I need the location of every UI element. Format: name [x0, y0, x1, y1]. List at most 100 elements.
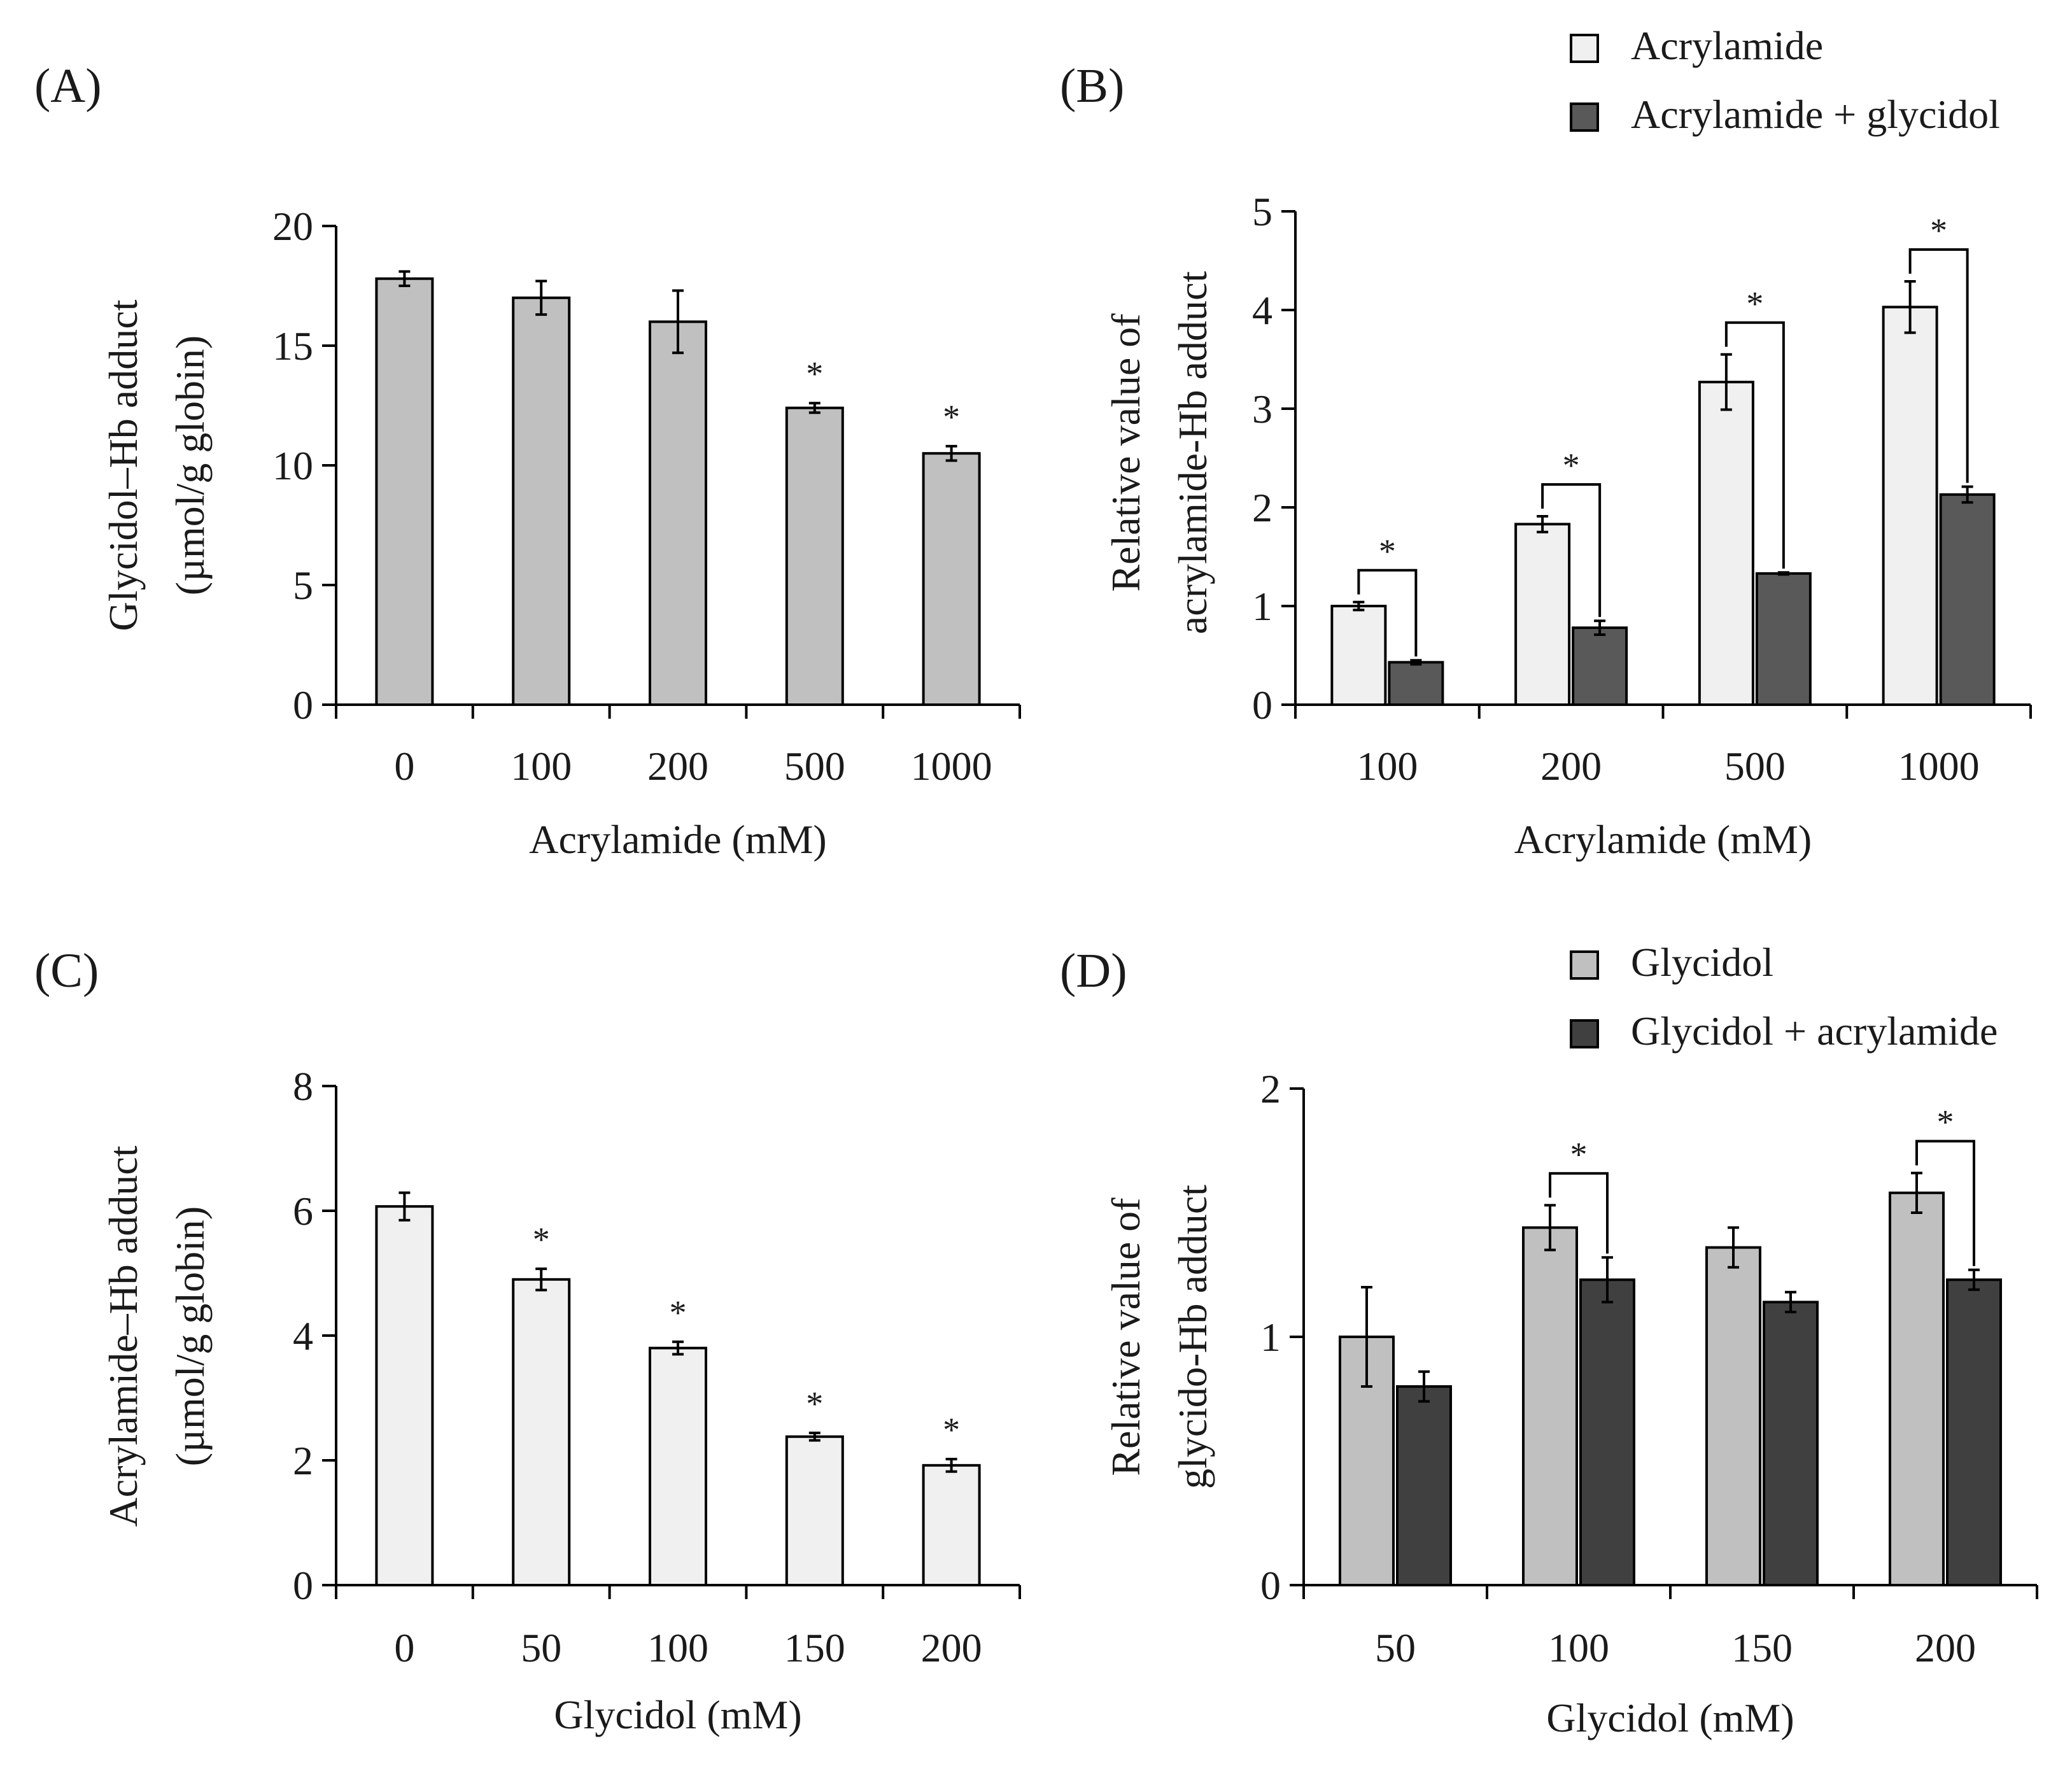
significance-star: * — [943, 398, 960, 436]
panel-b: (B) 0 1 2 3 4 5 100 200 500 1000 Acrylamide (mM) Rel… — [1060, 23, 2032, 862]
y-tick-label: 1 — [1252, 584, 1272, 629]
y-tick-label: 10 — [272, 443, 313, 488]
x-tick-label: 1000 — [1898, 744, 1980, 789]
x-tick-label: 100 — [1357, 744, 1418, 789]
significance-star: * — [670, 1294, 687, 1332]
legend-swatch — [1570, 1019, 1599, 1048]
bar-acrylamide-glycidol-200 — [1572, 626, 1628, 706]
x-axis-title: Acrylamide (mM) — [1514, 817, 1812, 862]
y-tick-label: 3 — [1252, 386, 1272, 432]
y-axis-title: Glycidol–Hb adduct — [101, 299, 146, 631]
x-axis-title: Glycidol (mM) — [554, 1692, 801, 1737]
legend-swatch — [1570, 34, 1599, 63]
y-tick-label: 5 — [293, 563, 313, 608]
y-tick-label: 0 — [1260, 1563, 1281, 1608]
bar-glycidol-hb-adduct-500 — [785, 406, 844, 706]
bar-acrylamide-1000 — [1882, 306, 1938, 707]
significance-star: * — [943, 1411, 960, 1449]
significance-star: * — [1930, 211, 1947, 250]
significance-star: * — [1570, 1135, 1588, 1173]
significance-bracket — [1915, 1140, 1975, 1266]
bar-acrylamide-hb-adduct-100 — [649, 1346, 707, 1587]
y-tick-label: 6 — [293, 1189, 313, 1234]
bar-glycidol-acrylamide-200 — [1946, 1278, 2002, 1587]
y-axis-title: glycido-Hb adduct — [1170, 1185, 1215, 1489]
bar-glycidol-acrylamide-50 — [1396, 1385, 1452, 1586]
y-tick-label: 2 — [1260, 1066, 1281, 1111]
bar-acrylamide-200 — [1514, 523, 1571, 706]
significance-star: * — [533, 1220, 550, 1259]
y-tick-label: 8 — [293, 1064, 313, 1109]
x-axis-title: Glycidol (mM) — [1546, 1695, 1794, 1740]
bar-acrylamide-hb-adduct-50 — [512, 1278, 571, 1587]
x-tick-label: 0 — [394, 1625, 414, 1670]
bar-glycidol-hb-adduct-200 — [649, 320, 707, 706]
legend-label: Acrylamide — [1631, 23, 1823, 68]
bar-acrylamide-500 — [1698, 381, 1754, 707]
bar-acrylamide-100 — [1330, 605, 1387, 706]
x-tick-label: 50 — [521, 1625, 561, 1670]
y-axis-title: (µmol/g globin) — [167, 1206, 213, 1466]
x-axis-title: Acrylamide (mM) — [529, 817, 826, 862]
y-tick-label: 2 — [293, 1438, 313, 1483]
y-tick-label: 4 — [1252, 288, 1272, 333]
y-tick-label: 5 — [1252, 189, 1272, 234]
panel-d: (D) 0 1 2 50 100 150 200 Glycidol (mM) Relative v… — [1060, 940, 2038, 1740]
x-tick-label: 200 — [647, 744, 708, 789]
x-tick-label: 500 — [784, 744, 845, 789]
x-tick-label: 200 — [921, 1625, 982, 1670]
bar-glycidol-hb-adduct-100 — [512, 296, 571, 706]
x-tick-label: 500 — [1724, 744, 1786, 789]
significance-bracket — [1908, 248, 1969, 483]
legend-label: Acrylamide + glycidol — [1631, 92, 2000, 137]
x-tick-label: 150 — [784, 1625, 845, 1670]
x-tick-label: 0 — [394, 744, 414, 789]
y-axis-title: Acrylamide–Hb adduct — [101, 1145, 146, 1527]
significance-star: * — [806, 355, 823, 393]
legend: Acrylamide Acrylamide + glycidol — [1570, 23, 2000, 137]
panel-label: (B) — [1060, 59, 1124, 113]
y-tick-label: 0 — [293, 682, 313, 728]
bar-glycidol-hb-adduct-1000 — [922, 452, 981, 706]
y-tick-label: 0 — [1252, 682, 1272, 728]
bar-glycidol-200 — [1889, 1191, 1945, 1587]
x-tick-label: 150 — [1731, 1625, 1793, 1670]
bar-glycidol-acrylamide-150 — [1763, 1301, 1819, 1587]
bar-glycidol-acrylamide-100 — [1579, 1278, 1635, 1587]
x-tick-label: 50 — [1375, 1625, 1416, 1670]
significance-bracket — [1724, 321, 1785, 569]
x-tick-label: 100 — [647, 1625, 708, 1670]
significance-bracket — [1549, 1172, 1609, 1254]
legend-label: Glycidol — [1631, 940, 1773, 985]
legend: Glycidol Glycidol + acrylamide — [1570, 940, 1998, 1054]
panel-c: (C) 0 2 4 6 8 0 50 100 150 200 Glycidol (mM) Acrylam… — [34, 944, 1021, 1737]
significance-bracket — [1541, 483, 1602, 617]
bar-acrylamide-glycidol-500 — [1755, 572, 1812, 706]
panel-label: (D) — [1060, 944, 1127, 998]
significance-star: * — [806, 1385, 823, 1423]
legend-label: Glycidol + acrylamide — [1631, 1008, 1998, 1054]
bar-glycidol-100 — [1522, 1226, 1578, 1586]
x-tick-label: 200 — [1915, 1625, 1976, 1670]
y-tick-label: 20 — [272, 204, 313, 249]
significance-star: * — [1563, 446, 1580, 484]
y-axis-title: acrylamide-Hb adduct — [1170, 271, 1215, 635]
significance-bracket — [1357, 568, 1418, 657]
x-tick-label: 100 — [1548, 1625, 1609, 1670]
y-tick-label: 4 — [293, 1313, 313, 1358]
x-tick-label: 1000 — [911, 744, 992, 789]
significance-star: * — [1746, 285, 1763, 323]
bar-glycidol-hb-adduct-0 — [375, 277, 434, 707]
significance-star: * — [1379, 532, 1396, 570]
bar-acrylamide-hb-adduct-150 — [785, 1435, 844, 1587]
y-axis-title: (µmol/g globin) — [167, 335, 213, 595]
bar-acrylamide-glycidol-1000 — [1939, 493, 1996, 706]
y-tick-label: 0 — [293, 1563, 313, 1608]
bar-glycidol-150 — [1705, 1246, 1761, 1586]
bar-acrylamide-hb-adduct-200 — [922, 1464, 981, 1587]
significance-star: * — [1937, 1103, 1954, 1141]
legend-swatch — [1570, 102, 1599, 132]
y-tick-label: 1 — [1260, 1315, 1281, 1360]
